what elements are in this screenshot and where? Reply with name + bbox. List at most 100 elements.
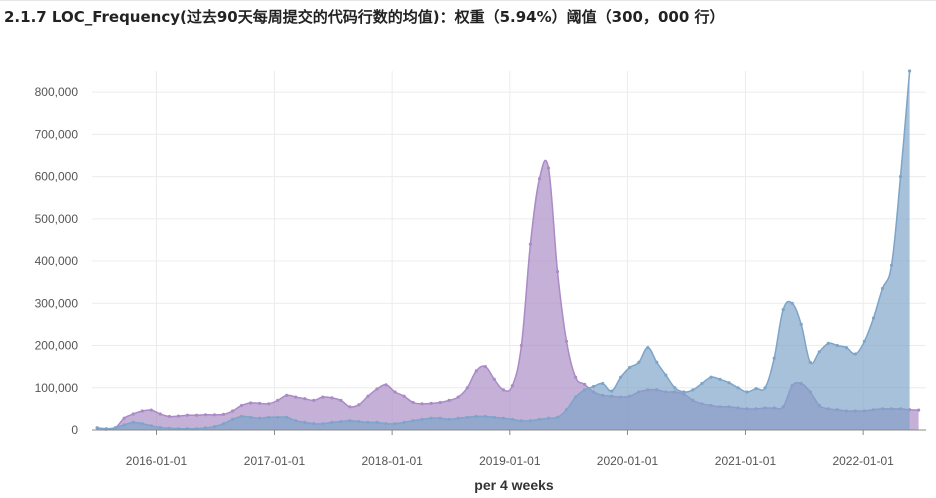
data-point[interactable] <box>348 405 352 409</box>
data-point[interactable] <box>871 316 876 320</box>
data-point[interactable] <box>212 413 217 417</box>
data-point[interactable] <box>763 386 767 390</box>
data-point[interactable] <box>122 423 126 427</box>
data-point[interactable] <box>312 398 316 402</box>
data-point[interactable] <box>790 301 794 305</box>
data-point[interactable] <box>366 394 370 398</box>
data-point[interactable] <box>664 373 668 377</box>
data-point[interactable] <box>402 420 406 424</box>
data-point[interactable] <box>203 426 208 430</box>
data-point[interactable] <box>330 396 334 400</box>
data-point[interactable] <box>258 416 262 420</box>
data-point[interactable] <box>339 398 343 402</box>
data-point[interactable] <box>231 409 235 413</box>
data-point[interactable] <box>339 420 343 424</box>
data-point[interactable] <box>528 419 533 423</box>
data-point[interactable] <box>357 420 361 424</box>
data-point[interactable] <box>619 375 623 379</box>
data-point[interactable] <box>267 415 271 419</box>
data-point[interactable] <box>429 416 433 420</box>
data-point[interactable] <box>393 422 397 426</box>
data-point[interactable] <box>285 393 289 397</box>
data-point[interactable] <box>330 420 334 424</box>
data-point[interactable] <box>826 341 830 345</box>
data-point[interactable] <box>149 424 153 428</box>
data-point[interactable] <box>438 416 442 420</box>
data-point[interactable] <box>465 386 469 390</box>
data-point[interactable] <box>393 390 397 394</box>
data-point[interactable] <box>546 166 551 170</box>
data-point[interactable] <box>736 386 740 390</box>
data-point[interactable] <box>149 408 153 412</box>
data-point[interactable] <box>411 419 415 423</box>
data-point[interactable] <box>276 398 280 402</box>
data-point[interactable] <box>474 414 478 419</box>
data-point[interactable] <box>574 395 578 399</box>
data-point[interactable] <box>438 400 442 405</box>
data-point[interactable] <box>835 343 839 348</box>
data-point[interactable] <box>555 415 560 419</box>
data-point[interactable] <box>601 381 605 386</box>
data-point[interactable] <box>303 397 307 401</box>
data-point[interactable] <box>122 416 126 420</box>
data-point[interactable] <box>862 339 867 343</box>
data-point[interactable] <box>492 415 496 419</box>
data-point[interactable] <box>583 382 587 386</box>
data-point[interactable] <box>754 387 758 391</box>
data-point[interactable] <box>655 360 659 364</box>
data-point[interactable] <box>420 417 424 421</box>
data-point[interactable] <box>465 415 469 419</box>
data-point[interactable] <box>682 390 686 394</box>
data-point[interactable] <box>646 346 650 350</box>
data-point[interactable] <box>375 420 379 424</box>
data-point[interactable] <box>917 408 921 412</box>
data-point[interactable] <box>528 242 533 246</box>
data-point[interactable] <box>519 419 524 423</box>
data-point[interactable] <box>276 415 280 419</box>
data-point[interactable] <box>637 360 641 364</box>
data-point[interactable] <box>908 69 912 73</box>
data-point[interactable] <box>799 322 803 326</box>
data-point[interactable] <box>240 414 244 419</box>
data-point[interactable] <box>564 339 569 343</box>
data-point[interactable] <box>483 414 487 419</box>
data-point[interactable] <box>474 369 478 373</box>
data-point[interactable] <box>483 365 487 369</box>
data-point[interactable] <box>610 389 614 393</box>
data-point[interactable] <box>853 352 858 356</box>
data-point[interactable] <box>880 286 885 291</box>
data-point[interactable] <box>203 413 208 417</box>
data-point[interactable] <box>221 422 226 426</box>
data-point[interactable] <box>158 425 162 430</box>
data-point[interactable] <box>267 402 271 406</box>
data-point[interactable] <box>898 175 903 179</box>
data-point[interactable] <box>592 384 596 389</box>
data-point[interactable] <box>447 398 451 402</box>
data-point[interactable] <box>501 416 505 420</box>
data-point[interactable] <box>294 395 298 399</box>
data-point[interactable] <box>140 409 144 413</box>
data-point[interactable] <box>194 413 199 417</box>
data-point[interactable] <box>348 419 352 423</box>
data-point[interactable] <box>131 420 135 424</box>
data-point[interactable] <box>745 390 749 394</box>
data-point[interactable] <box>366 420 370 424</box>
data-point[interactable] <box>456 416 460 420</box>
data-point[interactable] <box>727 381 731 385</box>
data-point[interactable] <box>140 422 144 426</box>
data-point[interactable] <box>700 381 704 386</box>
data-point[interactable] <box>817 350 821 354</box>
data-point[interactable] <box>375 387 379 391</box>
data-point[interactable] <box>249 415 253 419</box>
data-point[interactable] <box>231 417 235 421</box>
data-point[interactable] <box>456 395 460 399</box>
data-point[interactable] <box>258 401 262 405</box>
data-point[interactable] <box>889 263 894 267</box>
data-point[interactable] <box>537 177 542 181</box>
data-point[interactable] <box>420 402 424 406</box>
data-point[interactable] <box>501 388 505 392</box>
data-point[interactable] <box>628 365 632 370</box>
data-point[interactable] <box>384 383 388 387</box>
data-point[interactable] <box>772 356 776 360</box>
data-point[interactable] <box>519 343 524 348</box>
